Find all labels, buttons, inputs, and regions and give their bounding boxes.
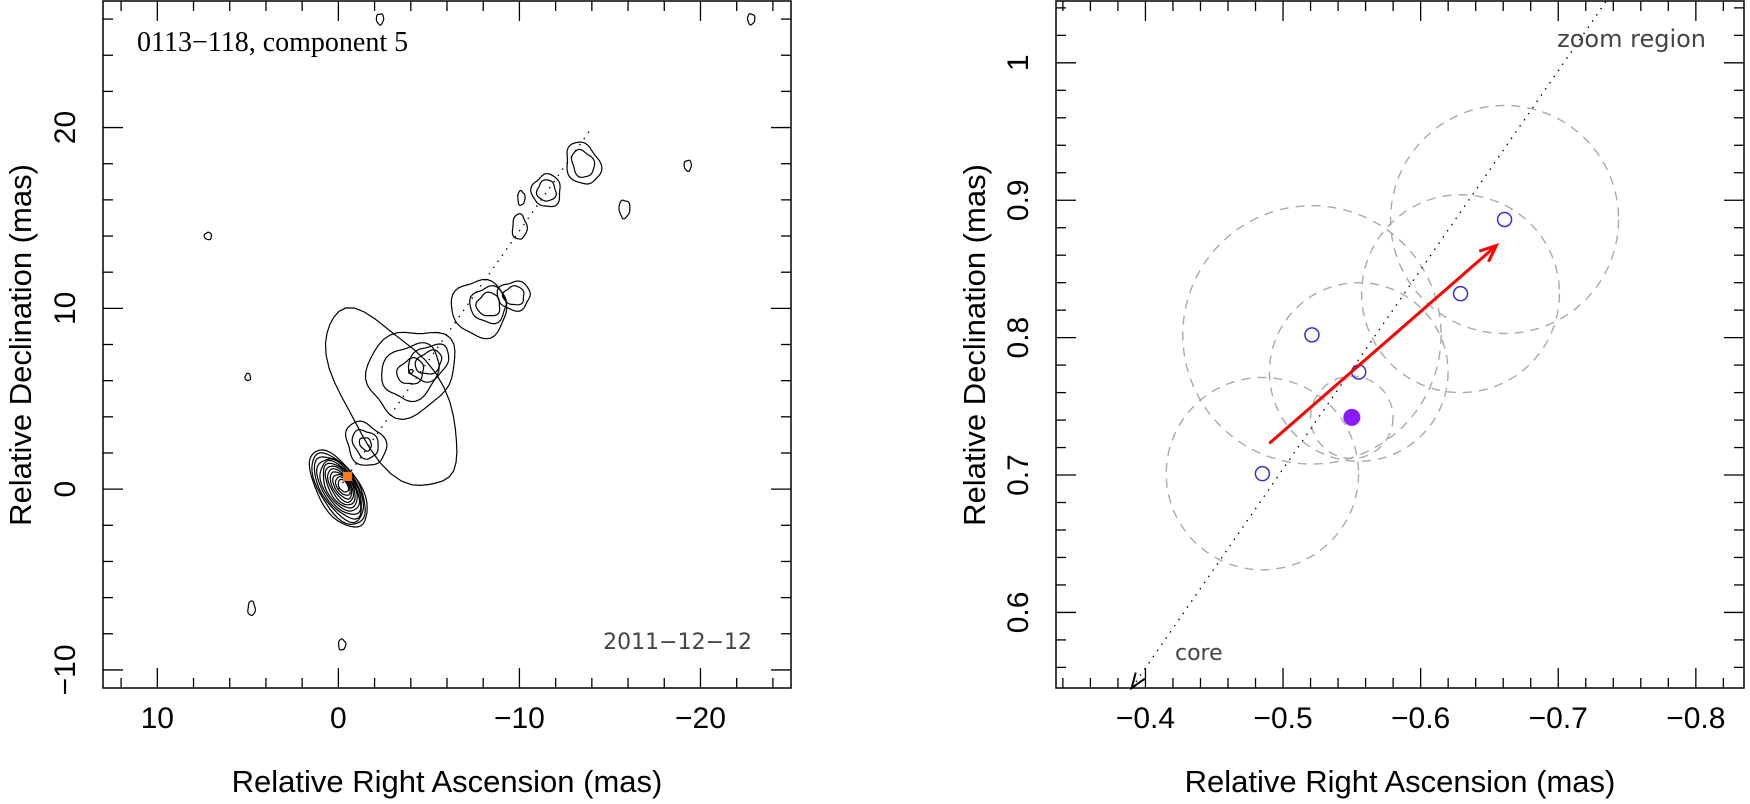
right-y-tick-label: 0.7 bbox=[1002, 454, 1035, 496]
left-y-tick-label: 20 bbox=[49, 111, 82, 144]
jet-contour bbox=[414, 349, 443, 375]
jet-contour bbox=[344, 420, 388, 466]
right-y-tick-label: 1 bbox=[1002, 54, 1035, 71]
right-x-tick-label: −0.7 bbox=[1529, 702, 1588, 735]
velocity-arrow-head bbox=[1478, 243, 1500, 263]
epoch-label: 2011−12−12 bbox=[603, 630, 752, 655]
uncertainty-circle bbox=[1360, 194, 1561, 394]
core-contour bbox=[322, 462, 361, 512]
right-panel: zoom region core Relative Right Ascensio… bbox=[957, 0, 1745, 799]
left-y-tick-label: −10 bbox=[49, 644, 82, 695]
component-positions bbox=[1254, 211, 1513, 482]
core-contour bbox=[332, 473, 353, 500]
jet-contour bbox=[517, 189, 526, 207]
right-plot-frame bbox=[1055, 0, 1745, 689]
left-title: 0113−118, component 5 bbox=[137, 27, 408, 58]
core-contour bbox=[326, 468, 356, 506]
right-x-tick-label: −0.5 bbox=[1253, 702, 1312, 735]
uncertainty-circle bbox=[1309, 375, 1394, 460]
uncertainty-circle bbox=[1268, 281, 1449, 462]
core-contour bbox=[334, 476, 351, 496]
core-arrow-head bbox=[1130, 672, 1146, 691]
jet-contour bbox=[469, 285, 507, 325]
jet-contour bbox=[407, 343, 450, 383]
core-contour bbox=[319, 459, 362, 515]
jet-contour bbox=[381, 342, 440, 403]
right-x-tick-label: −0.8 bbox=[1666, 702, 1725, 735]
left-panel: 0113−118, component 5 2011−12−12 Relativ… bbox=[3, 0, 792, 799]
jet-contour bbox=[475, 291, 501, 317]
jet-contour bbox=[683, 159, 692, 173]
jet-contour bbox=[570, 148, 596, 179]
jet-contour bbox=[244, 372, 252, 382]
component-position-point bbox=[1452, 285, 1469, 302]
component-position-point bbox=[1304, 327, 1320, 343]
jet-axis-line-zoom bbox=[1131, 0, 1607, 689]
left-y-axis-label: Relative Declination (mas) bbox=[3, 164, 38, 526]
jet-contour bbox=[351, 428, 379, 460]
jet-contour bbox=[364, 331, 456, 421]
right-y-axis-label: Relative Declination (mas) bbox=[957, 164, 992, 526]
jet-contour bbox=[496, 280, 531, 312]
jet-contour bbox=[535, 179, 557, 202]
left-x-tick-label: 0 bbox=[330, 702, 347, 735]
core-direction-arrow bbox=[1130, 672, 1146, 691]
left-plot-frame bbox=[102, 0, 792, 689]
core-contour bbox=[311, 452, 366, 526]
core-contour bbox=[324, 465, 358, 509]
left-y-tick-label: 10 bbox=[49, 292, 82, 325]
core-contour bbox=[313, 456, 364, 524]
velocity-arrow bbox=[1268, 243, 1500, 445]
right-x-axis-label: Relative Right Ascension (mas) bbox=[1185, 764, 1616, 799]
jet-contour bbox=[338, 638, 347, 651]
core-contour bbox=[337, 478, 350, 493]
velocity-arrow-shaft bbox=[1268, 244, 1498, 445]
component-position-point bbox=[1254, 465, 1271, 482]
left-x-axis-label: Relative Right Ascension (mas) bbox=[232, 764, 663, 799]
contour-map bbox=[203, 12, 756, 651]
right-y-tick-label: 0.6 bbox=[1002, 592, 1035, 634]
mean-position-point bbox=[1343, 408, 1361, 426]
jet-contour bbox=[530, 172, 561, 208]
left-x-tick-label: −10 bbox=[494, 702, 545, 735]
right-tick-labels: −0.4 −0.5 −0.6 −0.7 −0.8 0.6 0.7 0.8 0.9 1 bbox=[1002, 54, 1725, 735]
uncertainty-circles bbox=[1165, 104, 1620, 571]
jet-axis-line bbox=[337, 127, 593, 490]
jet-contour bbox=[501, 285, 525, 306]
core-contour bbox=[308, 449, 368, 528]
component-marker bbox=[342, 471, 352, 481]
uncertainty-circle bbox=[1389, 104, 1620, 335]
left-y-tick-label: 0 bbox=[49, 481, 82, 498]
jet-contour bbox=[618, 199, 631, 220]
jet-contour bbox=[511, 213, 529, 240]
jet-contour bbox=[450, 278, 508, 340]
left-tick-labels: 10 0 −10 −20 −10 0 10 20 bbox=[49, 111, 726, 735]
jet-contour bbox=[396, 356, 425, 385]
right-x-tick-label: −0.6 bbox=[1391, 702, 1450, 735]
right-ticks bbox=[1056, 1, 1744, 688]
jet-contour bbox=[746, 12, 756, 26]
uncertainty-circle bbox=[1182, 205, 1442, 465]
core-label: core bbox=[1175, 641, 1223, 666]
uncertainty-circle bbox=[1165, 376, 1360, 571]
left-x-tick-label: 10 bbox=[141, 702, 174, 735]
core-contour bbox=[329, 471, 354, 503]
component-position-point bbox=[1496, 211, 1513, 228]
left-ticks bbox=[103, 1, 791, 688]
jet-envelope-contour bbox=[324, 307, 458, 487]
left-x-tick-label: −20 bbox=[675, 702, 726, 735]
right-x-tick-label: −0.4 bbox=[1116, 702, 1175, 735]
jet-contour bbox=[566, 141, 603, 185]
jet-contour bbox=[247, 600, 257, 616]
zoom-region-label: zoom region bbox=[1557, 25, 1706, 53]
right-y-tick-label: 0.9 bbox=[1002, 179, 1035, 221]
jet-contour bbox=[375, 13, 385, 26]
jet-contour bbox=[203, 231, 213, 241]
right-y-tick-label: 0.8 bbox=[1002, 317, 1035, 359]
